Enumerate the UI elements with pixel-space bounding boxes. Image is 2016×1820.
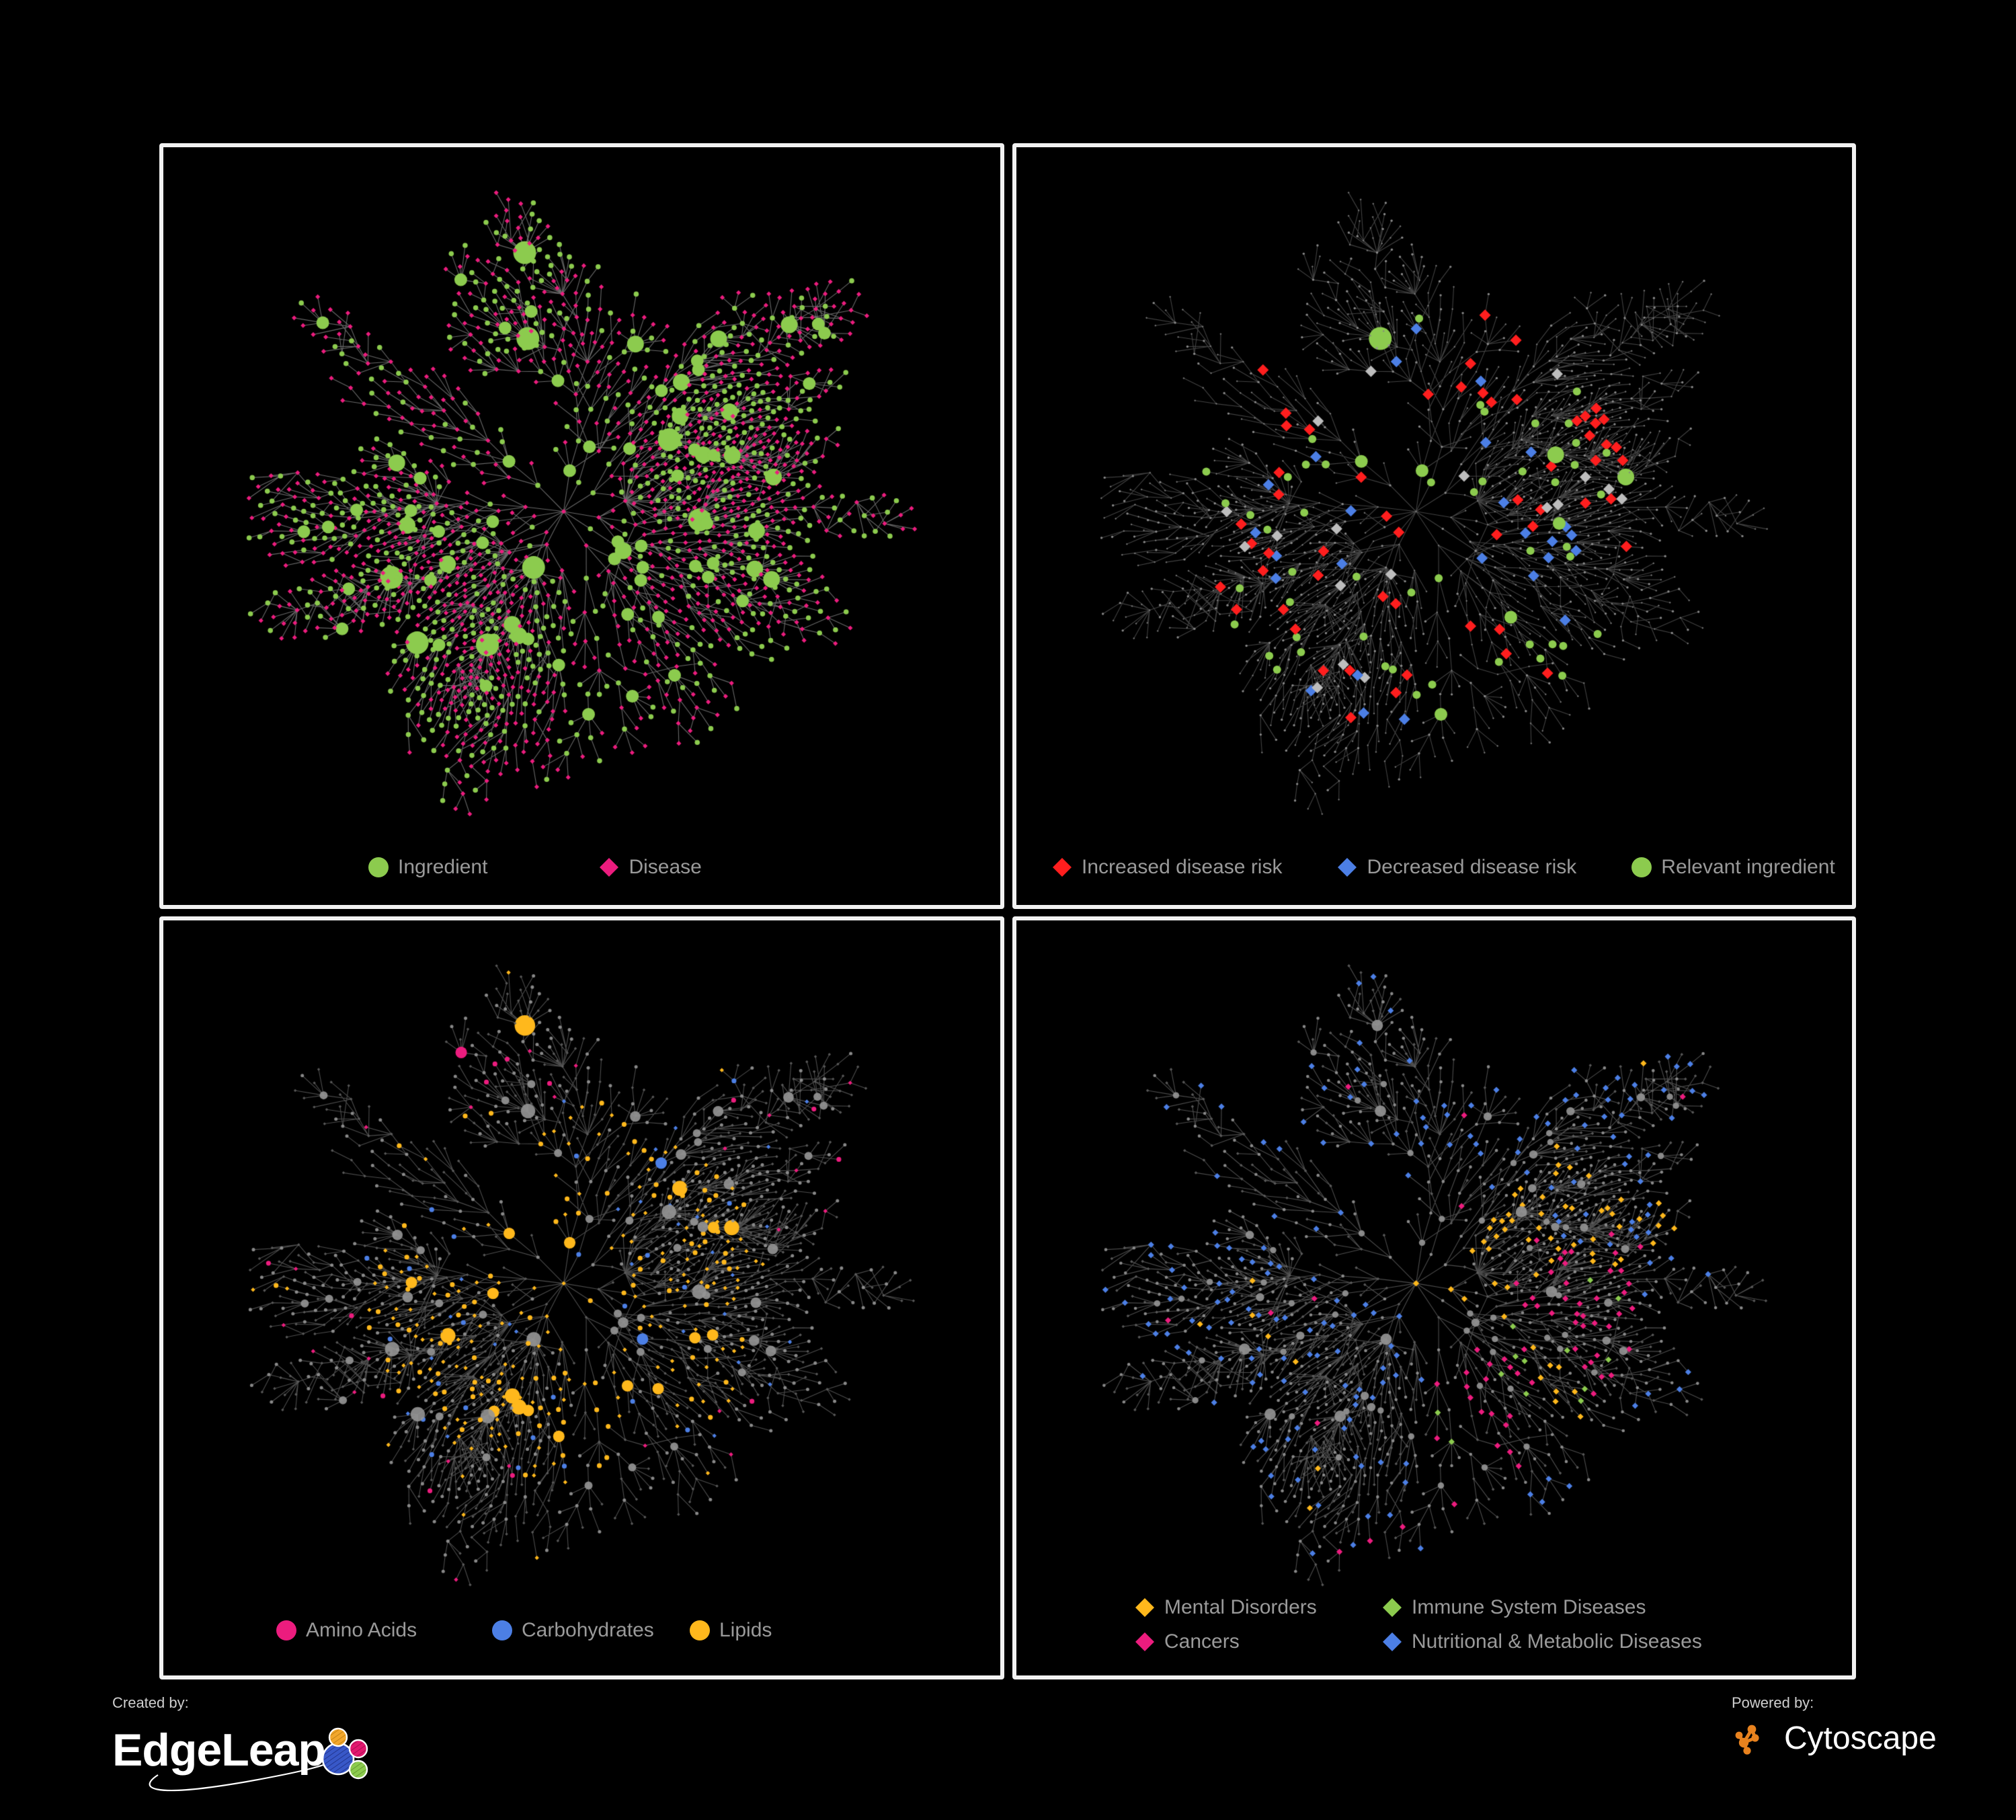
svg-text:EdgeLeap: EdgeLeap — [112, 1725, 325, 1776]
